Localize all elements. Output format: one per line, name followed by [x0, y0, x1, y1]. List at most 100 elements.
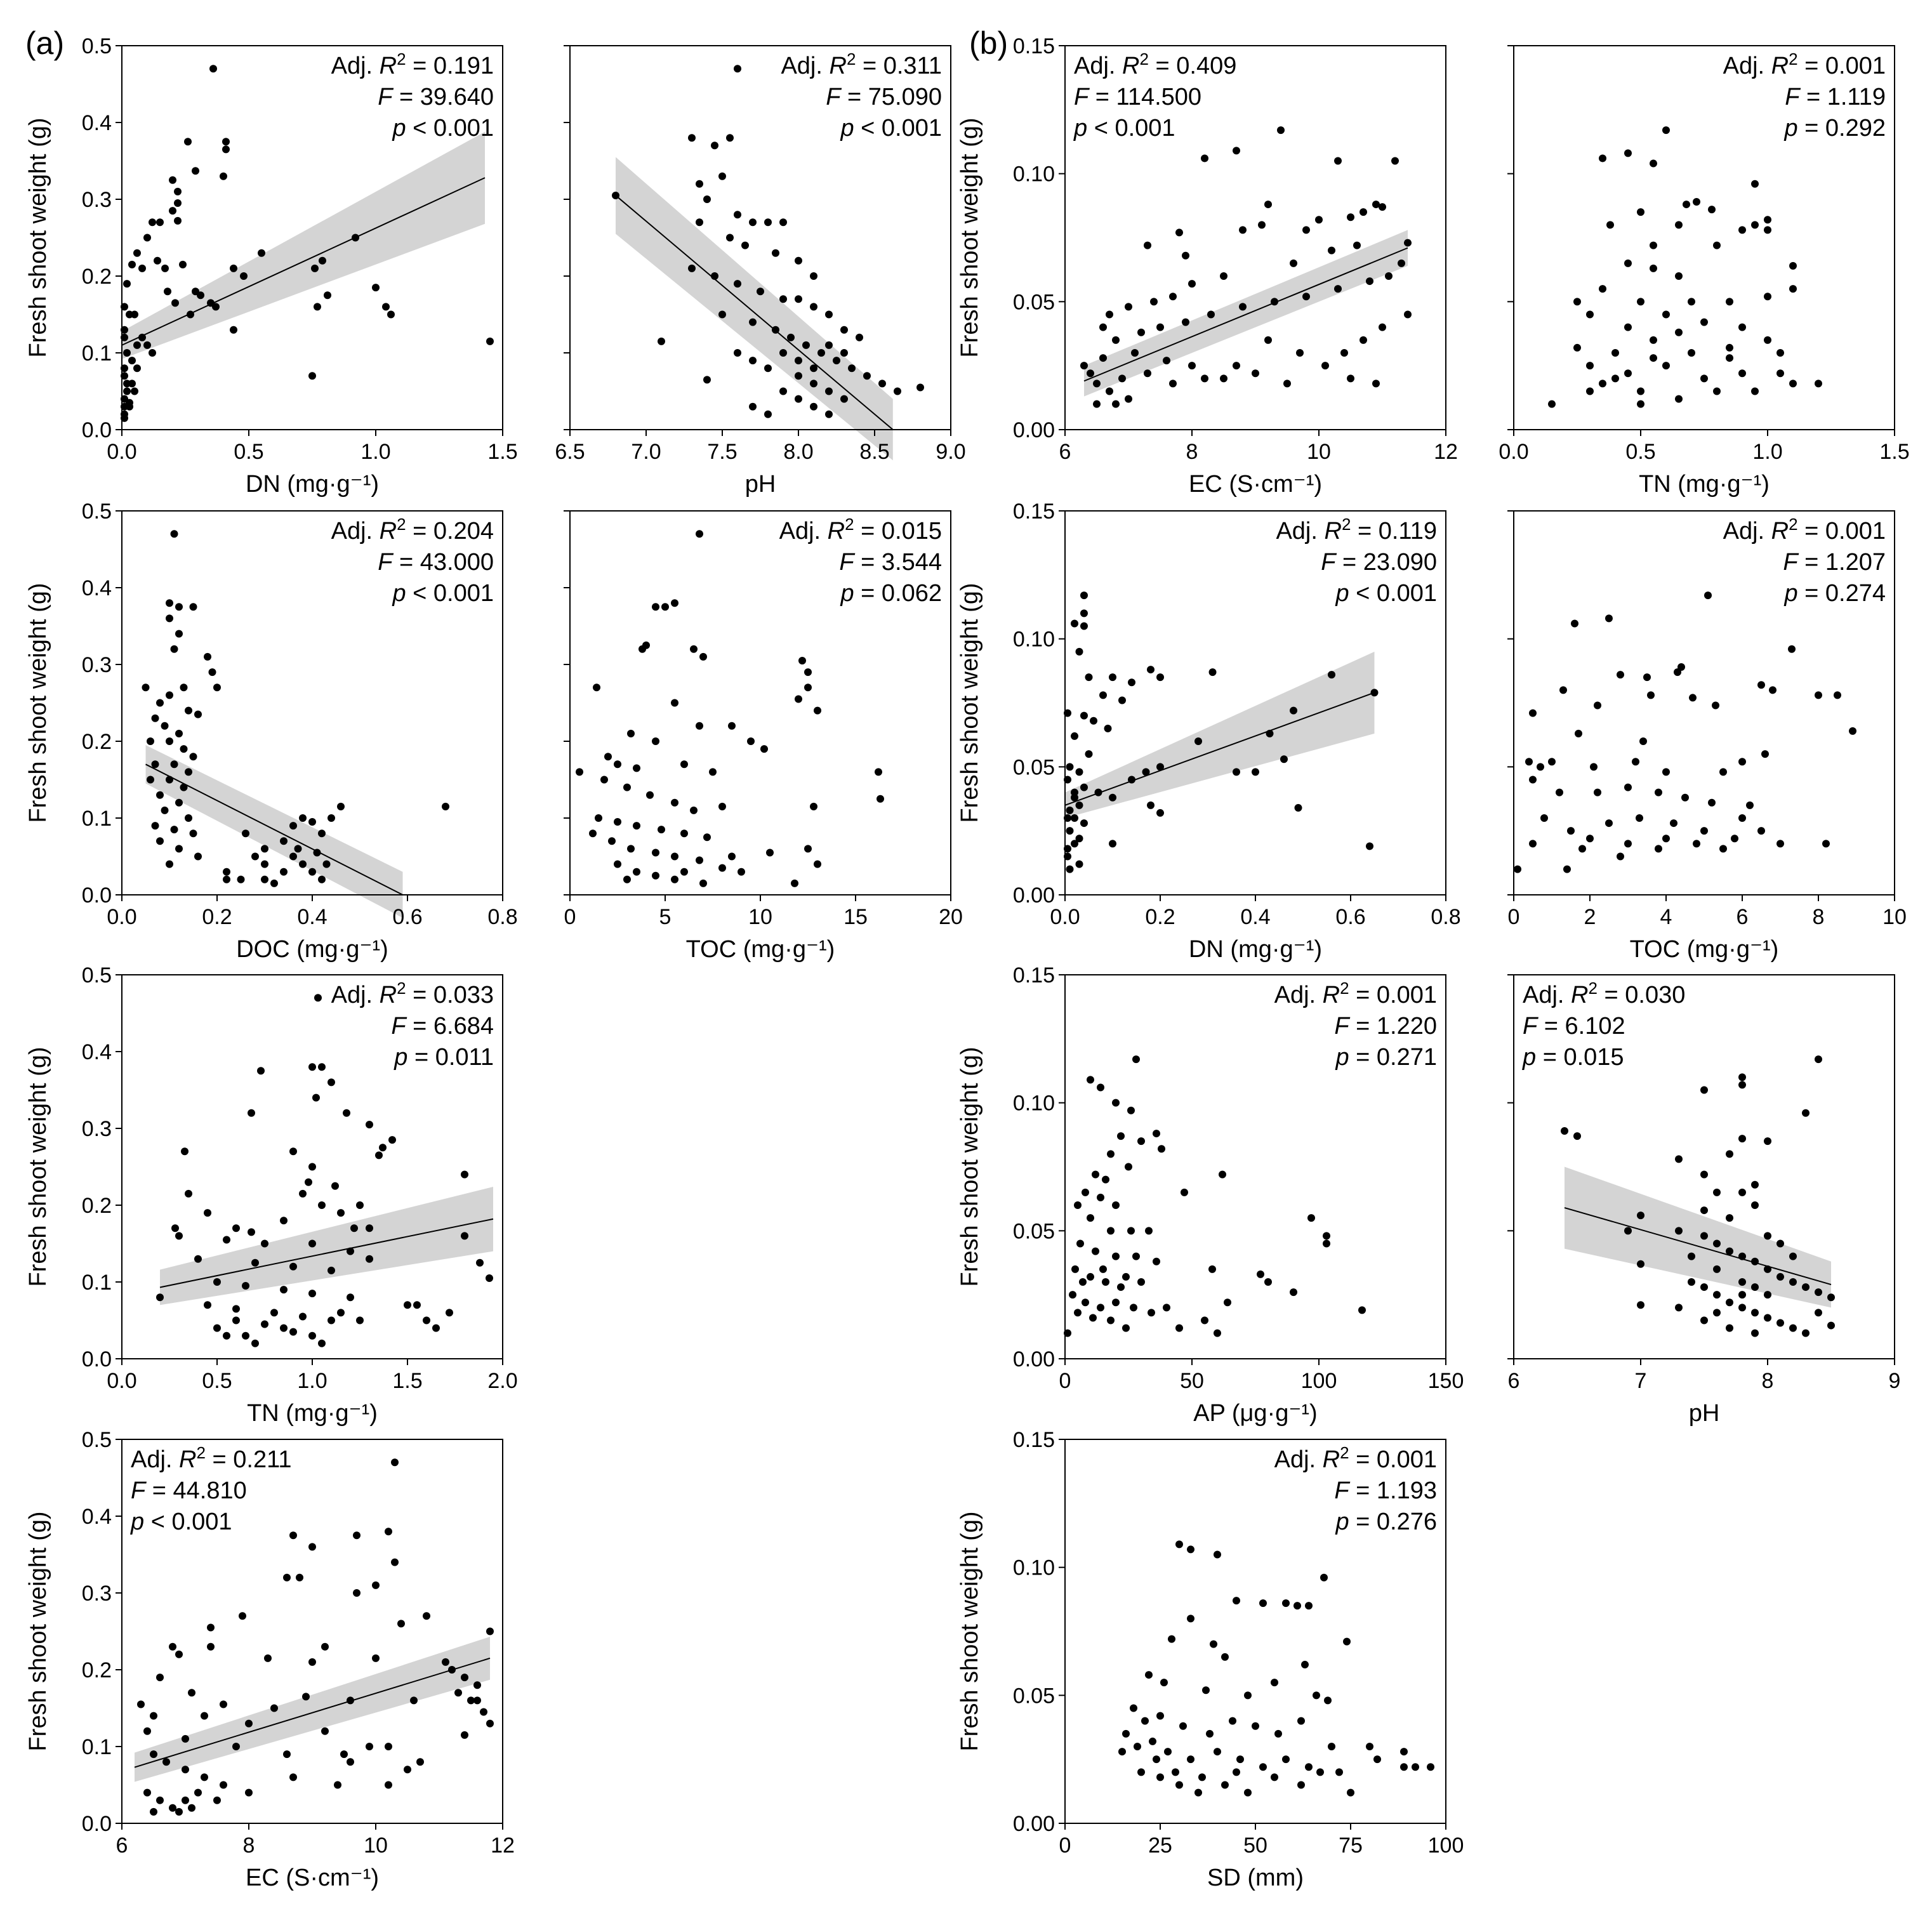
data-point-b4-48 [1529, 840, 1537, 848]
data-point-b2-33 [1573, 343, 1581, 352]
y-tick-label-b5-3: 0.15 [1013, 963, 1055, 988]
data-point-a1-15 [128, 260, 136, 268]
x-tick-label-b6-1: 7 [1635, 1369, 1647, 1393]
stat-r2-a3: Adj. R2 = 0.204 [331, 515, 494, 545]
data-point-b3-10 [1208, 668, 1217, 677]
data-point-b4-14 [1689, 694, 1697, 702]
data-point-b1-17 [1328, 246, 1335, 254]
data-point-b6-34 [1738, 1304, 1746, 1312]
data-point-b2-56 [1650, 354, 1657, 362]
data-point-b2-19 [1675, 272, 1683, 280]
data-point-a3-7 [204, 652, 211, 661]
data-point-a6-70 [347, 1758, 354, 1766]
data-point-a2-21 [757, 287, 764, 296]
stat-r2-b2: Adj. R2 = 0.001 [1723, 50, 1886, 79]
y-tick-label-a6-3: 0.3 [82, 1582, 112, 1606]
data-point-a6-19 [264, 1654, 272, 1662]
plot-frame-a6 [121, 1439, 503, 1824]
data-point-b6-1 [1738, 1073, 1746, 1081]
data-point-a4-49 [766, 849, 774, 857]
data-point-b2-22 [1573, 298, 1581, 306]
data-point-a3-19 [147, 737, 154, 745]
data-point-a4-28 [576, 768, 583, 776]
regression-line-a1 [121, 177, 486, 346]
data-point-b3-50 [1066, 806, 1074, 814]
data-point-b7-51 [1175, 1781, 1183, 1789]
data-point-a1-18 [161, 264, 169, 272]
data-point-a1-48 [149, 349, 156, 357]
data-point-a4-10 [804, 684, 812, 692]
data-point-b4-45 [1757, 827, 1765, 835]
data-point-a3-49 [308, 818, 316, 826]
data-point-b1-1 [1201, 154, 1208, 162]
data-point-b2-0 [1662, 126, 1670, 135]
data-point-a5-67 [261, 1320, 268, 1328]
data-point-b3-29 [1128, 776, 1135, 784]
data-point-b5-42 [1097, 1304, 1104, 1312]
data-point-b6-41 [1675, 1304, 1683, 1312]
y-tick-label-b7-1: 0.05 [1013, 1684, 1055, 1708]
data-point-b1-42 [1360, 336, 1367, 344]
stat-p-a1: p < 0.001 [392, 115, 494, 142]
data-point-a3-18 [175, 729, 183, 737]
x-axis-title-b6: pH [1689, 1400, 1720, 1427]
data-point-b6-58 [1738, 1291, 1746, 1299]
data-point-a3-59 [280, 868, 288, 876]
data-point-a1-65 [128, 380, 136, 388]
data-point-b5-28 [1112, 1252, 1120, 1260]
data-point-a5-35 [347, 1247, 354, 1255]
data-point-b4-20 [1639, 737, 1647, 745]
y-tick-label-a6-1: 0.1 [82, 1735, 112, 1759]
stat-f-b7: F = 1.193 [1334, 1477, 1437, 1504]
data-point-b3-26 [1233, 768, 1240, 776]
data-point-a2-57 [734, 349, 741, 357]
data-point-b7-53 [1221, 1781, 1229, 1789]
data-point-b1-4 [1391, 157, 1399, 165]
data-point-a2-30 [772, 326, 779, 334]
data-point-a3-44 [261, 860, 268, 868]
data-point-a3-4 [166, 614, 173, 623]
data-point-b1-46 [1264, 336, 1272, 344]
data-point-b6-26 [1789, 1278, 1797, 1286]
x-tick-label-a3-1: 0.2 [202, 905, 232, 929]
x-tick-label-a2-3: 8.0 [783, 440, 813, 464]
data-point-b5-17 [1181, 1188, 1188, 1196]
data-point-a6-46 [182, 1734, 189, 1743]
data-point-b1-40 [1404, 310, 1412, 319]
data-point-a6-6 [283, 1573, 291, 1582]
data-point-b4-19 [1575, 729, 1582, 737]
data-point-a3-22 [189, 753, 197, 761]
data-point-a2-33 [817, 349, 825, 357]
data-point-b6-0 [1815, 1055, 1822, 1064]
data-point-a3-16 [151, 714, 159, 722]
data-point-b5-23 [1307, 1214, 1315, 1222]
data-point-a5-43 [213, 1278, 221, 1286]
data-point-b5-8 [1158, 1145, 1165, 1153]
data-point-a5-0 [314, 994, 322, 1002]
data-point-b1-38 [1366, 277, 1373, 286]
data-point-b4-5 [1674, 668, 1681, 677]
data-point-a6-40 [150, 1712, 157, 1720]
data-point-a3-52 [337, 802, 345, 810]
data-point-a2-13 [726, 234, 734, 242]
data-point-b3-52 [1080, 783, 1088, 791]
data-point-b4-33 [1624, 783, 1632, 791]
stat-p-a5: p = 0.011 [394, 1044, 494, 1071]
data-point-b6-33 [1726, 1298, 1733, 1307]
data-point-b6-21 [1726, 1247, 1733, 1255]
stat-f-a4: F = 3.544 [839, 549, 942, 576]
data-point-a6-51 [162, 1758, 170, 1766]
data-point-a5-2 [318, 1063, 326, 1071]
data-point-b1-7 [1360, 208, 1367, 216]
data-point-b4-27 [1719, 768, 1727, 776]
data-point-a3-61 [313, 849, 321, 857]
data-point-b3-48 [1075, 835, 1083, 843]
data-point-b2-49 [1637, 387, 1644, 395]
regression-line-a6 [134, 1657, 491, 1768]
data-point-b2-18 [1650, 264, 1657, 272]
data-point-a2-39 [916, 383, 924, 392]
data-point-a5-47 [347, 1293, 354, 1302]
confidence-band-a5 [160, 1186, 493, 1305]
data-point-b7-44 [1373, 1755, 1381, 1764]
data-point-a6-9 [353, 1589, 361, 1597]
